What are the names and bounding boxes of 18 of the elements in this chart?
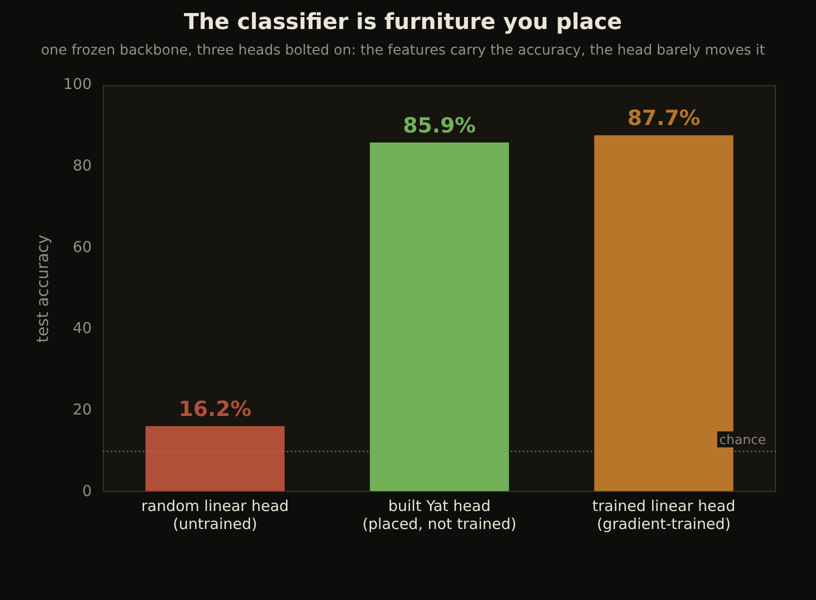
y-tick-label: 40 — [72, 319, 92, 338]
data-label: 16.2% — [178, 397, 252, 422]
data-label: 87.7% — [627, 106, 700, 130]
y-tick-label: 60 — [72, 238, 92, 256]
y-axis-title: test accuracy — [32, 234, 52, 343]
data-label: 85.9% — [402, 114, 476, 138]
ref-line-label: chance — [719, 433, 766, 448]
chart-subtitle: one frozen backbone, three heads bolted on: the features carry the accuracy, the head barely moves it — [40, 42, 766, 58]
x-tick-label: random linear head (untrained) — [141, 496, 289, 533]
bar — [145, 426, 285, 492]
y-tick-label: 80 — [72, 156, 92, 174]
x-tick-label: trained linear head (gradient-trained) — [592, 496, 736, 533]
x-tick-label: built Yat head (placed, not trained) — [362, 496, 516, 533]
y-tick-label: 100 — [63, 75, 92, 94]
y-tick-label: 20 — [72, 400, 92, 419]
chart-title: The classifier is furniture you place — [184, 10, 622, 35]
bar — [370, 142, 509, 492]
y-tick-label: 0 — [82, 482, 92, 500]
